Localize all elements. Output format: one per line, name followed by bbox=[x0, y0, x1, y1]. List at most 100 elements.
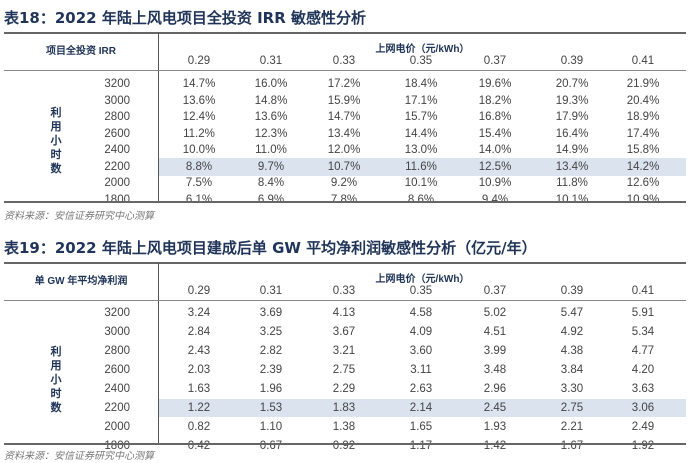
table-cell: 15.8% bbox=[626, 144, 660, 156]
table-cell: 3.06 bbox=[631, 402, 655, 414]
table-cell: 14.9% bbox=[555, 144, 589, 156]
table-cell: 4.58 bbox=[409, 307, 433, 319]
table-cell: 5.47 bbox=[560, 307, 584, 319]
row-label: 3200 bbox=[104, 307, 130, 319]
row-label: 1800 bbox=[104, 193, 130, 206]
table-cell: 14.0% bbox=[478, 144, 512, 156]
table-cell: 20.4% bbox=[626, 94, 660, 107]
column-header: 0.37 bbox=[483, 55, 507, 67]
column-header: 0.29 bbox=[187, 285, 211, 297]
table-cell: 1.17 bbox=[409, 440, 433, 452]
row-label: 2800 bbox=[104, 111, 130, 123]
table-cell: 1.83 bbox=[332, 402, 356, 414]
table-row: 2400 1.63 1.96 2.29 2.63 2.96 3.30 3.63 bbox=[4, 380, 686, 398]
table-cell: 2.75 bbox=[560, 402, 584, 414]
row-axis-label: 利用小时数 bbox=[50, 107, 62, 175]
corner-header: 项目全投资 IRR bbox=[46, 46, 116, 57]
table-cell: 3.24 bbox=[187, 307, 211, 319]
table-cell: 12.0% bbox=[327, 144, 361, 156]
column-header: 0.39 bbox=[560, 55, 584, 67]
column-header: 0.41 bbox=[631, 285, 655, 297]
table-cell: 1.53 bbox=[259, 402, 283, 414]
table-cell: 18.9% bbox=[626, 111, 660, 123]
column-header: 0.33 bbox=[332, 285, 356, 297]
row-label: 3000 bbox=[104, 326, 130, 338]
table-cell: 3.60 bbox=[409, 345, 433, 357]
table-row: 3000 13.6% 14.8% 15.9% 17.1% 18.2% 19.3% 20.4% bbox=[4, 92, 686, 110]
corner-header: 单 GW 年平均净利润 bbox=[34, 276, 128, 287]
table-cell: 2.39 bbox=[259, 364, 283, 376]
column-header: 0.39 bbox=[560, 285, 584, 297]
table-cell: 16.0% bbox=[254, 78, 288, 90]
table-cell: 8.6% bbox=[407, 193, 435, 206]
table-cell: 13.4% bbox=[555, 160, 589, 173]
table-cell: 6.1% bbox=[185, 193, 213, 206]
table-cell: 12.3% bbox=[254, 127, 288, 140]
table-row: 2400 10.0% 11.0% 12.0% 13.0% 14.0% 14.9% 15.8% bbox=[4, 141, 686, 159]
table-cell: 14.2% bbox=[626, 160, 660, 173]
row-label: 2800 bbox=[104, 345, 130, 357]
column-header: 0.31 bbox=[259, 285, 283, 297]
table-row: 2600 11.2% 12.3% 13.4% 14.4% 15.4% 16.4% 17.4% bbox=[4, 125, 686, 143]
table-cell: 3.84 bbox=[560, 364, 584, 376]
table-cell: 2.45 bbox=[483, 402, 507, 414]
table-cell: 3.25 bbox=[259, 326, 283, 338]
column-header: 0.33 bbox=[332, 55, 356, 67]
table-cell: 2.96 bbox=[483, 383, 507, 395]
table-cell: 10.9% bbox=[626, 193, 660, 206]
table-cell: 5.91 bbox=[631, 307, 655, 319]
table-cell: 2.75 bbox=[332, 364, 356, 376]
table-cell: 4.77 bbox=[631, 345, 655, 357]
table-row: 3200 3.24 3.69 4.13 4.58 5.02 5.47 5.91 bbox=[4, 304, 686, 322]
vertical-divider bbox=[158, 33, 159, 201]
table-cell: 1.65 bbox=[409, 421, 433, 433]
table-cell: 10.9% bbox=[478, 177, 512, 189]
table-cell: 14.4% bbox=[404, 127, 438, 140]
row-label: 2400 bbox=[104, 383, 130, 395]
table-cell: 17.9% bbox=[555, 111, 589, 123]
table18-irr-sensitivity: 项目全投资 IRR 上网电价（元/kWh） 0.29 0.31 0.33 0.35 0.3… bbox=[4, 32, 686, 206]
row-axis-label: 利用小时数 bbox=[50, 346, 62, 414]
table-cell: 11.0% bbox=[255, 144, 287, 156]
table-cell: 21.9% bbox=[626, 78, 660, 90]
table-cell: 9.4% bbox=[481, 193, 509, 206]
highlight-band bbox=[159, 157, 686, 176]
table-cell: 12.4% bbox=[182, 111, 216, 123]
table-row: 2800 12.4% 13.6% 14.7% 15.7% 16.8% 17.9% 18.9% bbox=[4, 108, 686, 126]
table-cell: 20.7% bbox=[555, 78, 589, 90]
table-cell: 2.03 bbox=[187, 364, 211, 376]
row-label: 2200 bbox=[104, 402, 130, 414]
table-cell: 4.13 bbox=[332, 307, 356, 319]
column-header: 0.41 bbox=[631, 55, 655, 67]
table-cell: 11.2% bbox=[183, 127, 215, 140]
table-cell: 1.22 bbox=[187, 402, 211, 414]
table-cell: 8.8% bbox=[185, 160, 213, 173]
table-row: 2600 2.03 2.39 2.75 3.11 3.48 3.84 4.20 bbox=[4, 361, 686, 379]
table-cell: 2.49 bbox=[631, 421, 655, 433]
table-cell: 8.4% bbox=[257, 177, 285, 189]
table-cell: 13.6% bbox=[182, 94, 216, 107]
table-row: 2000 7.5% 8.4% 9.2% 10.1% 10.9% 11.8% 12.6% bbox=[4, 174, 686, 192]
table19-title: 表19：2022 年陆上风电项目建成后单 GW 平均净利润敏感性分析（亿元/年） bbox=[4, 239, 537, 257]
table-row: 2000 0.82 1.10 1.38 1.65 1.93 2.21 2.49 bbox=[4, 418, 686, 436]
column-group-header: 上网电价（元/kWh） bbox=[375, 44, 470, 55]
table-row: 2200 1.22 1.53 1.83 2.14 2.45 2.75 3.06 bbox=[4, 399, 686, 417]
table-cell: 15.4% bbox=[478, 127, 512, 140]
table-cell: 2.14 bbox=[409, 402, 433, 414]
bottom-rule bbox=[4, 443, 686, 445]
table-cell: 2.82 bbox=[259, 345, 283, 357]
table-cell: 12.5% bbox=[478, 160, 512, 173]
column-header: 0.35 bbox=[409, 285, 433, 297]
row-label: 2000 bbox=[104, 177, 130, 189]
row-label: 2400 bbox=[104, 144, 130, 156]
table-cell: 11.8% bbox=[556, 177, 588, 189]
table-cell: 0.92 bbox=[332, 440, 356, 452]
table-cell: 7.8% bbox=[330, 193, 358, 206]
table-cell: 9.2% bbox=[330, 177, 358, 189]
table-cell: 19.3% bbox=[555, 94, 589, 107]
table-cell: 4.09 bbox=[409, 326, 433, 338]
table-cell: 10.1% bbox=[404, 177, 438, 189]
table-cell: 9.7% bbox=[257, 160, 285, 173]
table-cell: 15.7% bbox=[404, 111, 438, 123]
top-rule bbox=[4, 262, 686, 264]
